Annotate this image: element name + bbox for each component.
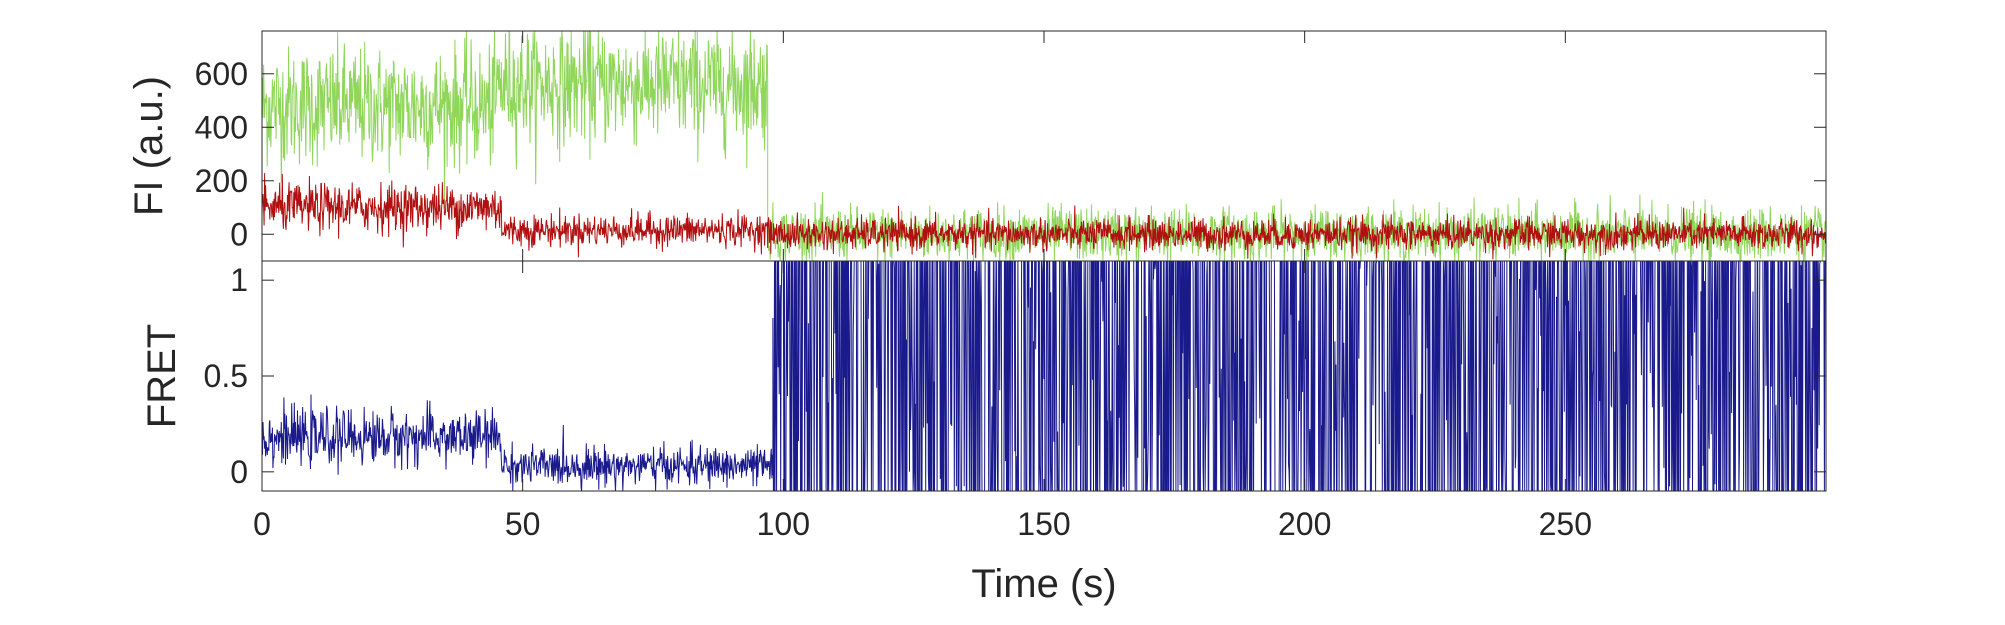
bottom-ytick-label: 0.5: [204, 358, 248, 394]
top-series-line-1: [262, 173, 1826, 260]
top-y-axis-label: FI (a.u.): [127, 76, 171, 216]
top-ytick-label: 0: [230, 216, 248, 252]
xtick-label: 100: [757, 506, 810, 542]
xtick-label: 200: [1278, 506, 1331, 542]
bottom-series-line-0: [262, 261, 1826, 491]
xtick-label: 150: [1017, 506, 1070, 542]
bottom-x-ticks: 0 50 100 150 200 250: [253, 261, 1592, 542]
xtick-label: 50: [505, 506, 541, 542]
top-y-ticks: 0 200 400 600: [195, 31, 1826, 261]
top-ytick-label: 600: [195, 56, 248, 92]
xtick-label: 250: [1539, 506, 1592, 542]
bottom-y-ticks: 00.51: [204, 262, 1826, 490]
bottom-ytick-label: 0: [230, 454, 248, 490]
bottom-panel: 00.51 0 50 100 150 200 250 FRET Time (s): [140, 260, 1827, 606]
bottom-ytick-label: 1: [230, 262, 248, 298]
top-panel: 0 200 400 600 FI (a.u.): [127, 30, 1827, 262]
top-ytick-label: 200: [195, 163, 248, 199]
bottom-plot-area: [262, 261, 1826, 491]
top-plot-area: [262, 31, 1826, 261]
x-axis-label: Time (s): [971, 562, 1116, 606]
bottom-y-axis-label: FRET: [140, 324, 184, 428]
xtick-label: 0: [253, 506, 271, 542]
top-ytick-label: 400: [195, 109, 248, 145]
